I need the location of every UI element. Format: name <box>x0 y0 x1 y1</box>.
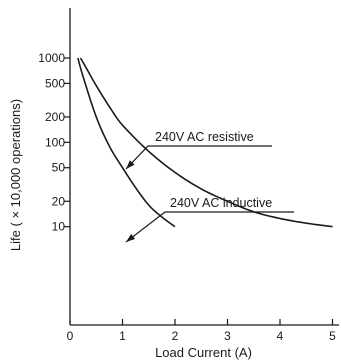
callout-label: 240V AC inductive <box>170 196 272 210</box>
y-tick-label: 200 <box>45 110 65 124</box>
x-tick-label: 1 <box>119 329 126 343</box>
y-tick-label: 100 <box>45 135 65 149</box>
y-tick-label: 1000 <box>38 51 65 65</box>
inductive-curve <box>77 57 176 228</box>
inductive-callout: 240V AC inductive <box>125 196 294 243</box>
leader-line <box>125 145 272 170</box>
leader-line <box>125 211 294 243</box>
arrowhead <box>126 160 135 169</box>
curves <box>77 57 333 228</box>
axes <box>69 8 339 326</box>
callout-label: 240V AC resistive <box>155 130 254 144</box>
y-tick-label: 500 <box>45 76 65 90</box>
resistive-curve <box>79 57 333 228</box>
callouts: 240V AC resistive 240V AC inductive <box>125 130 294 243</box>
x-tick-label: 3 <box>224 329 231 343</box>
x-ticks: 0 1 2 3 4 5 <box>67 319 336 343</box>
x-tick-label: 4 <box>277 329 284 343</box>
y-tick-label: 50 <box>52 161 66 175</box>
x-axis-label: Load Current (A) <box>155 345 252 360</box>
y-tick-label: 20 <box>52 194 66 208</box>
x-tick-label: 5 <box>329 329 336 343</box>
arrowhead <box>126 233 136 242</box>
y-tick-label: 10 <box>52 220 66 234</box>
y-ticks: 10 20 50 100 200 500 1000 <box>38 51 70 234</box>
x-tick-label: 2 <box>172 329 179 343</box>
x-tick-label: 0 <box>67 329 74 343</box>
resistive-callout: 240V AC resistive <box>125 130 272 170</box>
y-axis-label: Life ( × 10,000 operations) <box>8 99 23 251</box>
